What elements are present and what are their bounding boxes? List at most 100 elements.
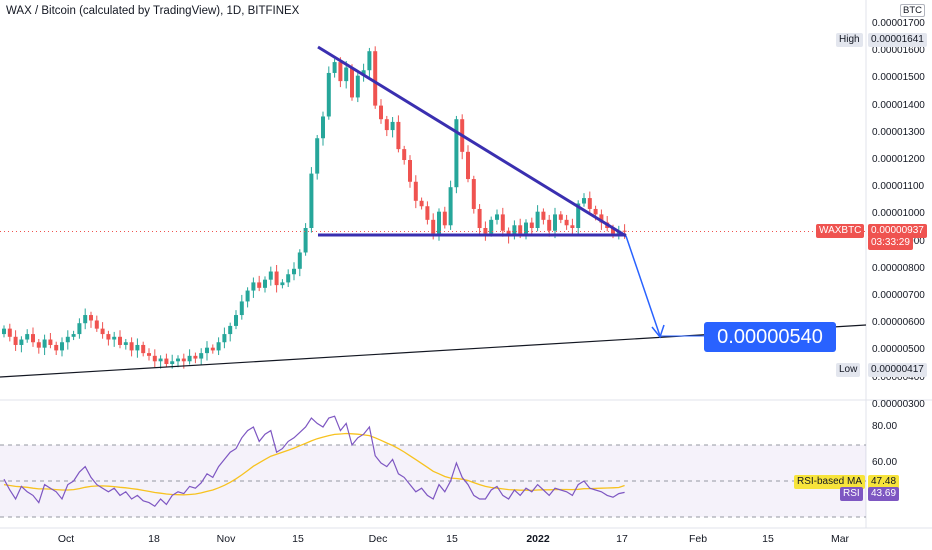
price-tick-label: 0.00001700 [872, 18, 925, 29]
candle-body [187, 355, 192, 362]
price-tick-label: 0.00001100 [872, 181, 925, 193]
price-tick-label: 0.00000600 [872, 317, 925, 329]
price-tick-label: 0.00000800 [872, 262, 925, 274]
high-value: 0.00001641 [868, 33, 927, 47]
candle-body [315, 138, 320, 174]
candle-body [448, 187, 453, 226]
candle-body [25, 334, 30, 340]
candle-body [228, 325, 233, 335]
high-label: High [836, 33, 863, 47]
time-tick-label: 15 [762, 533, 774, 545]
rsi-value: 43.69 [868, 487, 900, 501]
candle-body [199, 353, 204, 359]
rsi-ma-line [3, 432, 625, 496]
candle-body [112, 336, 117, 340]
candle-body [123, 342, 128, 345]
candle-body [54, 344, 59, 351]
candle-body [292, 268, 296, 275]
candle-body [350, 67, 354, 98]
time-tick-label: Mar [830, 533, 850, 545]
candle-body [31, 334, 35, 343]
candle-body [263, 279, 267, 288]
candle-body [535, 211, 540, 228]
time-tick-label: 17 [616, 533, 628, 545]
candle-body [147, 353, 151, 356]
candle-body [425, 206, 430, 220]
candle-body [118, 336, 122, 345]
candle-body [158, 358, 163, 362]
candle-body [582, 198, 586, 204]
candle-body [48, 339, 53, 345]
candle-body [152, 355, 157, 362]
candle-body [524, 222, 528, 234]
candle-body [65, 336, 70, 343]
candle-body [495, 214, 499, 220]
candle-body [338, 62, 343, 82]
current-symbol-tag: WAXBTC [816, 224, 865, 238]
candle-body [506, 230, 511, 237]
candle-body [413, 181, 418, 201]
candle-body [332, 62, 337, 73]
time-tick-label: Feb [688, 533, 708, 545]
candle-body [303, 228, 308, 253]
candle-body [576, 203, 581, 228]
candle-body [529, 222, 534, 228]
candle-body [94, 320, 99, 329]
candle-body [251, 282, 256, 291]
descending-trendline [317, 45, 627, 238]
candle-body [344, 67, 349, 82]
candle-body [611, 228, 615, 234]
candle-body [587, 198, 592, 209]
candle-body [500, 214, 505, 231]
candle-body [355, 75, 360, 98]
candle-body [36, 342, 41, 348]
candle-body [512, 225, 517, 237]
time-tick-label: Dec [368, 533, 388, 545]
candle-body [89, 315, 93, 321]
candle-body [280, 282, 285, 286]
candle-body [431, 219, 436, 234]
candle-body [541, 211, 546, 220]
candle-body [60, 342, 64, 351]
candle-body [106, 334, 111, 340]
candle-body [547, 219, 552, 231]
time-tick-label: Oct [57, 533, 75, 545]
candle-body [13, 336, 18, 345]
rsi-label: RSI [840, 487, 863, 501]
candle-body [309, 173, 314, 228]
low-label: Low [836, 363, 861, 377]
candle-body [77, 323, 82, 335]
candle-body [518, 225, 523, 234]
time-tick-label: 2022 [526, 533, 550, 545]
candle-body [384, 119, 389, 131]
candle-body [135, 344, 140, 351]
projection-arrowhead [651, 324, 665, 339]
candle-body [361, 70, 366, 76]
price-tick-label: 0.00000300 [872, 398, 925, 410]
time-tick-label: 18 [148, 533, 160, 545]
candle-body [553, 214, 557, 231]
low-value: 0.00000417 [868, 363, 927, 377]
candle-body [489, 219, 494, 234]
candle-body [379, 105, 383, 120]
candle-body [193, 355, 198, 359]
candle-body [257, 282, 262, 288]
candle-body [239, 301, 244, 316]
price-tick-label: 0.00000500 [872, 344, 925, 356]
candle-body [593, 208, 598, 215]
candle-body [286, 274, 291, 283]
rsi-tick-label: 80.00 [872, 421, 898, 432]
candle-body [129, 342, 134, 351]
candle-body [268, 271, 273, 280]
candle-body [42, 339, 47, 348]
price-unit-label: BTC [900, 4, 925, 17]
candle-body [419, 200, 424, 207]
candle-body [367, 51, 372, 71]
candle-body [274, 271, 279, 286]
rsi-line [3, 415, 625, 507]
time-tick-label: Nov [216, 533, 236, 545]
candle-body [234, 315, 238, 326]
candle-body [210, 347, 215, 351]
